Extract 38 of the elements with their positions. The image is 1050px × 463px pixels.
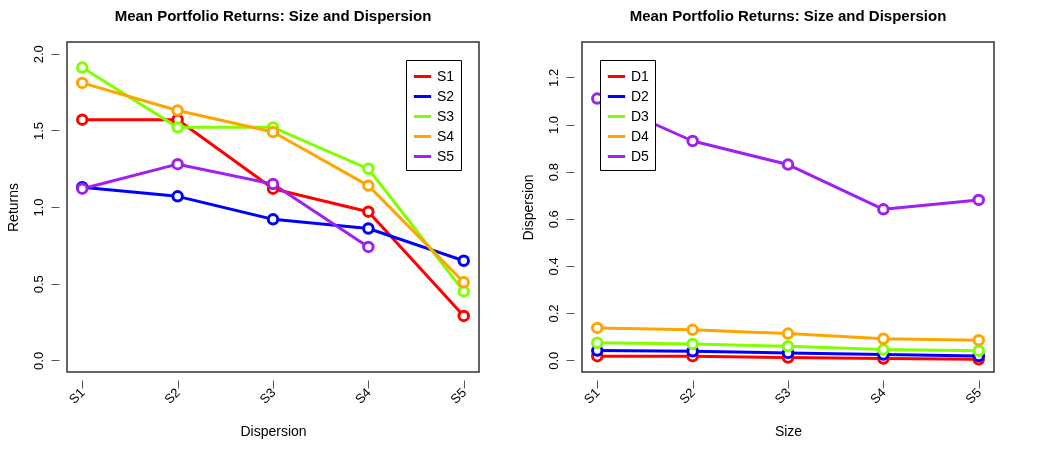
legend-label: D3 xyxy=(631,107,650,124)
y-tick-label: 0.4 xyxy=(545,257,561,276)
x-tick-label: S1 xyxy=(580,384,603,407)
legend-label: S2 xyxy=(437,87,455,104)
x-tick-label: S2 xyxy=(161,384,184,407)
x-axis-title: Dispersion xyxy=(240,422,307,439)
chart-title: Mean Portfolio Returns: Size and Dispersion xyxy=(114,7,432,24)
x-tick-label: S5 xyxy=(962,384,985,407)
legend-label: D4 xyxy=(631,127,650,144)
y-tick-label: 0.8 xyxy=(545,163,561,182)
y-tick-label: 0.0 xyxy=(545,351,561,370)
y-tick-label: 0.0 xyxy=(30,351,46,370)
legend-label: D5 xyxy=(631,147,650,164)
x-tick-label: S3 xyxy=(771,384,794,407)
y-tick-label: 0.2 xyxy=(545,304,561,323)
y-axis-title: Dispersion xyxy=(519,174,536,241)
y-tick-label: 0.6 xyxy=(545,210,561,229)
x-tick-label: S3 xyxy=(256,384,279,407)
y-tick-label: 1.0 xyxy=(30,198,46,217)
legend-label: D2 xyxy=(631,87,650,104)
chart-title: Mean Portfolio Returns: Size and Dispersion xyxy=(629,7,947,24)
x-axis-title: Size xyxy=(774,422,803,439)
y-axis-title: Returns xyxy=(4,182,21,233)
legend-label: S4 xyxy=(437,127,455,144)
y-tick-label: 2.0 xyxy=(30,45,46,64)
x-tick-label: S4 xyxy=(866,384,889,407)
x-tick-label: S4 xyxy=(351,384,374,407)
x-tick-label: S5 xyxy=(447,384,470,407)
legend-label: S1 xyxy=(437,67,455,84)
y-tick-label: 1.2 xyxy=(545,68,561,87)
legend-label: S3 xyxy=(437,107,455,124)
legend-label: S5 xyxy=(437,147,455,164)
y-tick-label: 1.0 xyxy=(545,115,561,135)
x-tick-label: S2 xyxy=(676,384,699,407)
y-tick-label: 1.5 xyxy=(30,121,46,140)
legend-label: D1 xyxy=(631,67,650,84)
y-tick-label: 0.5 xyxy=(30,275,46,294)
x-tick-label: S1 xyxy=(65,384,88,407)
